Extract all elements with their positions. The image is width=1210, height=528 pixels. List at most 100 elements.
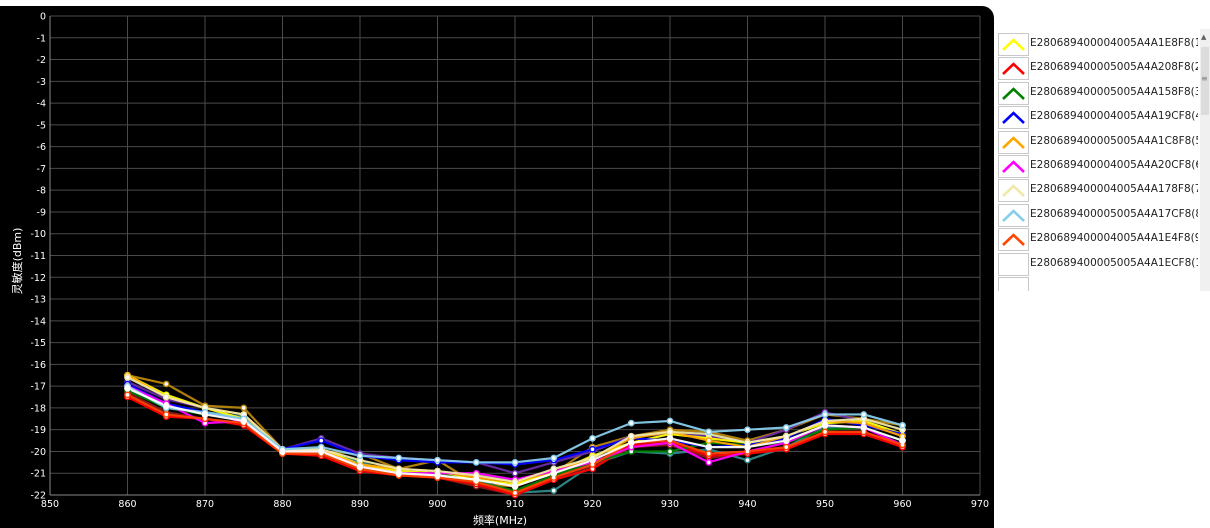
x-tick-label: 900 xyxy=(428,499,446,510)
data-point xyxy=(822,429,827,434)
data-point xyxy=(590,458,595,463)
y-axis-title: 灵敏度(dBm) xyxy=(10,228,24,295)
scroll-thumb[interactable]: ≡ xyxy=(1201,47,1209,115)
data-point xyxy=(435,458,440,463)
data-point xyxy=(551,455,556,460)
legend-swatch-icon xyxy=(998,106,1029,129)
legend-item[interactable]: E280689400005005A4A208F8(2) xyxy=(996,57,1196,79)
data-point xyxy=(512,471,517,476)
tick-labels: 850 860 870 880 890 900 910 920 930 940 950 960 9700… xyxy=(30,12,989,511)
legend-swatch-icon xyxy=(998,33,1029,56)
data-point xyxy=(667,436,672,441)
legend-item[interactable]: E280689400004005A4A1E4F8(9) xyxy=(996,228,1196,250)
y-tick-label: -6 xyxy=(37,142,46,153)
y-tick-label: -16 xyxy=(30,360,46,371)
y-tick-label: -10 xyxy=(30,229,46,240)
legend-swatch-icon xyxy=(998,253,1029,276)
data-point xyxy=(629,421,634,426)
x-tick-label: 870 xyxy=(196,499,214,510)
data-point xyxy=(784,445,789,450)
y-tick-label: -13 xyxy=(30,295,46,306)
data-point xyxy=(629,434,634,439)
data-point xyxy=(241,418,246,423)
legend-label: E280689400005005A4A1C8F8(5) xyxy=(1030,135,1198,147)
legend-label: E280689400004005A4A19CF8(4) xyxy=(1030,110,1198,122)
legend-scrollbar[interactable]: ▲ ≡ xyxy=(1200,29,1210,291)
data-point xyxy=(241,405,246,410)
data-point xyxy=(706,429,711,434)
data-point xyxy=(164,381,169,386)
data-point xyxy=(125,386,130,391)
y-tick-label: -19 xyxy=(30,425,46,436)
data-point xyxy=(745,445,750,450)
scroll-grip-icon: ≡ xyxy=(1201,75,1208,83)
x-tick-label: 890 xyxy=(351,499,369,510)
legend-label: E280689400005005A4A1ECF8(10) xyxy=(1030,257,1198,269)
data-point xyxy=(784,438,789,443)
data-point xyxy=(900,423,905,428)
data-point xyxy=(474,477,479,482)
data-point xyxy=(357,453,362,458)
legend-item[interactable]: E280689400004005A4A20CF8(6) xyxy=(996,155,1196,177)
y-tick-label: -14 xyxy=(30,316,46,327)
data-point xyxy=(706,445,711,450)
data-point xyxy=(512,460,517,465)
data-point xyxy=(900,438,905,443)
legend-item-partial xyxy=(996,277,1196,291)
data-point xyxy=(590,447,595,452)
data-point xyxy=(551,471,556,476)
legend-label: E280689400005005A4A158F8(3) xyxy=(1030,86,1198,98)
data-point xyxy=(125,392,130,397)
legend-item[interactable]: E280689400005005A4A158F8(3) xyxy=(996,82,1196,104)
legend-label: E280689400005005A4A208F8(2) xyxy=(1030,61,1198,73)
legend-swatch-icon xyxy=(998,131,1029,154)
legend-item[interactable]: E280689400004005A4A1E8F8(1) xyxy=(996,33,1196,55)
x-tick-label: 930 xyxy=(661,499,679,510)
y-tick-label: -7 xyxy=(37,164,46,175)
x-tick-label: 960 xyxy=(893,499,911,510)
data-point xyxy=(512,490,517,495)
legend-label: E280689400005005A4A17CF8(8) xyxy=(1030,208,1198,220)
y-tick-label: -3 xyxy=(37,77,46,88)
chart-panel: 850 860 870 880 890 900 910 920 930 940 950 960 970 0… xyxy=(0,6,994,528)
data-point xyxy=(512,484,517,489)
legend-swatch-icon xyxy=(998,179,1029,202)
data-point xyxy=(667,418,672,423)
legend-item[interactable]: E280689400005005A4A1C8F8(5) xyxy=(996,131,1196,153)
legend-label: E280689400004005A4A1E4F8(9) xyxy=(1030,232,1198,244)
legend-swatch-icon xyxy=(998,155,1029,178)
data-point xyxy=(745,427,750,432)
line-chart: 850 860 870 880 890 900 910 920 930 940 950 960 970 0… xyxy=(0,6,994,528)
data-point xyxy=(396,455,401,460)
scroll-up-arrow-icon[interactable]: ▲ xyxy=(1201,34,1206,41)
y-tick-label: -18 xyxy=(30,403,46,414)
legend-item[interactable]: E280689400004005A4A178F8(7) xyxy=(996,179,1196,201)
data-point xyxy=(590,436,595,441)
data-point xyxy=(474,460,479,465)
legend-item[interactable]: E280689400005005A4A17CF8(8) xyxy=(996,204,1196,226)
x-tick-label: 940 xyxy=(738,499,756,510)
legend-label: E280689400004005A4A20CF8(6) xyxy=(1030,159,1198,171)
y-tick-label: -4 xyxy=(37,99,46,110)
legend: E280689400004005A4A1E8F8(1) E280689400005… xyxy=(996,29,1198,291)
data-point xyxy=(551,488,556,493)
data-point xyxy=(706,438,711,443)
data-point xyxy=(164,403,169,408)
legend-item[interactable]: E280689400004005A4A19CF8(4) xyxy=(996,106,1196,128)
data-point xyxy=(280,449,285,454)
x-tick-label: 880 xyxy=(273,499,291,510)
data-point xyxy=(706,451,711,456)
y-tick-label: -5 xyxy=(37,120,46,131)
y-tick-label: -11 xyxy=(30,251,46,262)
data-point xyxy=(667,449,672,454)
y-tick-label: -9 xyxy=(37,207,46,218)
x-axis-title: 频率(MHz) xyxy=(473,513,527,527)
data-point xyxy=(667,429,672,434)
legend-item[interactable]: E280689400005005A4A1ECF8(10) xyxy=(996,253,1196,275)
y-tick-label: -22 xyxy=(30,491,46,502)
data-point xyxy=(164,394,169,399)
data-point xyxy=(629,440,634,445)
legend-swatch-icon xyxy=(998,228,1029,251)
data-point xyxy=(822,412,827,417)
data-point xyxy=(164,412,169,417)
